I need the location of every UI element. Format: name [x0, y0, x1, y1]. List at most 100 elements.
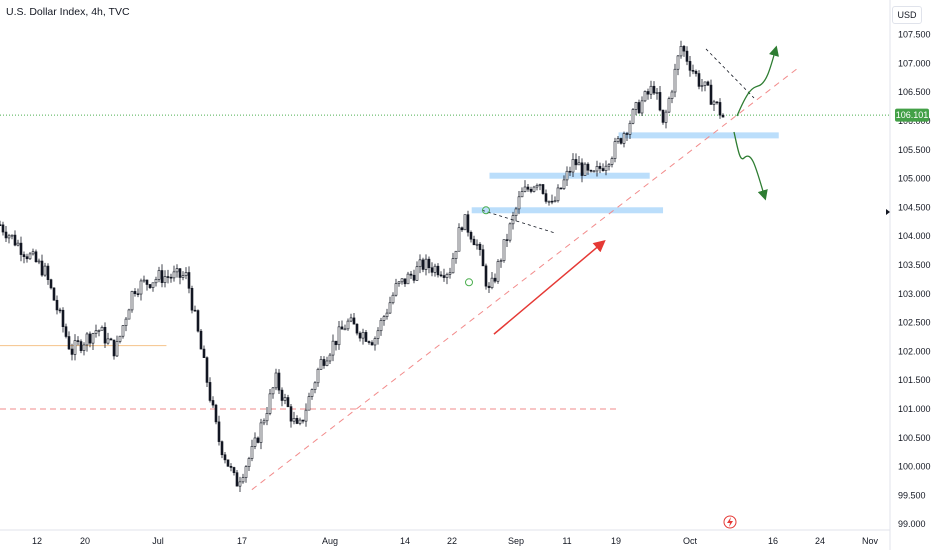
currency-button[interactable]: USD — [892, 6, 922, 24]
price-axis[interactable]: 107.500107.000106.500106.000105.500105.0… — [886, 30, 931, 530]
candle-body — [142, 279, 146, 282]
candle-body — [340, 326, 344, 330]
candle-body — [319, 359, 323, 370]
support-zone[interactable] — [471, 207, 664, 214]
candle-body — [205, 357, 209, 383]
candle-body — [439, 274, 443, 277]
candle-body — [535, 185, 539, 188]
candle-body — [418, 259, 422, 268]
candle-body — [190, 287, 194, 311]
candle-body — [28, 253, 32, 260]
x-tick-label: Aug — [322, 536, 338, 546]
candle-body — [697, 73, 701, 87]
candle-body — [52, 287, 56, 301]
axis-marker-icon — [886, 209, 890, 215]
y-tick-label: 101.000 — [898, 404, 931, 414]
candle-body — [322, 359, 326, 366]
candle-body — [454, 250, 458, 259]
candle-body — [421, 259, 425, 270]
candle-body — [16, 242, 20, 246]
drawings[interactable] — [465, 45, 779, 335]
candle-body — [373, 338, 377, 346]
candle-body — [157, 270, 161, 280]
candle-body — [520, 191, 524, 198]
candle-body — [148, 284, 152, 288]
trendline[interactable] — [251, 68, 797, 491]
green-projection-down[interactable] — [733, 131, 768, 201]
candle-body — [331, 340, 335, 356]
candle-body — [517, 196, 521, 210]
candle-body — [361, 332, 365, 339]
candle-body — [406, 273, 410, 285]
candle-body — [85, 333, 89, 346]
y-tick-label: 107.500 — [898, 30, 931, 40]
candle-body — [712, 101, 716, 105]
candle-body — [328, 354, 332, 362]
trendline-group[interactable] — [251, 68, 797, 491]
red-arrow[interactable] — [493, 240, 606, 335]
candle-body — [367, 341, 371, 343]
candle-body — [166, 276, 170, 278]
y-tick-label: 105.500 — [898, 145, 931, 155]
candle-body — [247, 458, 251, 468]
candle-body — [82, 344, 86, 351]
candle-body — [364, 332, 368, 342]
candle-body — [640, 100, 644, 114]
candle-body — [121, 325, 125, 337]
candle-body — [49, 279, 53, 289]
candle-body — [34, 251, 38, 263]
lightning-icon[interactable] — [723, 515, 737, 529]
candle-body — [349, 317, 353, 322]
candle-body — [685, 50, 689, 62]
candle-body — [382, 316, 386, 321]
candle-body — [610, 158, 614, 165]
candle-body — [130, 291, 134, 311]
candle-body — [172, 271, 176, 279]
candle-body — [79, 341, 83, 351]
x-tick-label: 11 — [562, 536, 571, 546]
candle-body — [505, 239, 509, 241]
dashed-resistance-line[interactable] — [705, 48, 755, 99]
candle-body — [268, 393, 272, 414]
candle-body — [265, 413, 269, 422]
candle-body — [289, 406, 293, 422]
x-tick-label: 14 — [400, 536, 410, 546]
candle-body — [415, 266, 419, 281]
candle-body — [253, 437, 257, 447]
marker-circle-icon — [482, 206, 490, 215]
candle-body — [4, 231, 8, 239]
candle-body — [499, 260, 503, 262]
dashed-resistance-line[interactable] — [481, 209, 557, 234]
candle-body — [718, 102, 722, 116]
candle-body — [19, 242, 23, 255]
candle-body — [589, 169, 593, 172]
candle-body — [370, 342, 374, 346]
candle-body — [202, 348, 206, 358]
candle-body — [64, 326, 68, 337]
candle-body — [655, 92, 659, 94]
candle-body — [475, 243, 479, 246]
candle-body — [619, 138, 623, 144]
candle-body — [634, 102, 638, 110]
candle-body — [409, 273, 413, 276]
candle-body — [577, 162, 581, 166]
support-zone[interactable] — [618, 132, 779, 139]
time-axis[interactable]: 12 20 Jul 17 Aug 14 22 Sep 11 19 Oct 16 24 Nov — [32, 536, 879, 546]
candle-body — [298, 419, 302, 424]
candle-body — [220, 441, 224, 456]
candle-body — [430, 267, 434, 273]
candle-body — [547, 200, 551, 203]
candle-body — [514, 208, 518, 216]
candle-body — [595, 166, 599, 172]
candle-body — [667, 98, 671, 113]
candle-body — [403, 278, 407, 285]
candle-body — [223, 454, 227, 461]
horizontal-levels[interactable] — [0, 114, 890, 410]
candle-body — [343, 328, 347, 331]
candle-body — [631, 109, 635, 124]
candle-body — [658, 92, 662, 111]
green-projection-up[interactable] — [736, 45, 779, 117]
y-tick-label: 104.500 — [898, 202, 931, 212]
